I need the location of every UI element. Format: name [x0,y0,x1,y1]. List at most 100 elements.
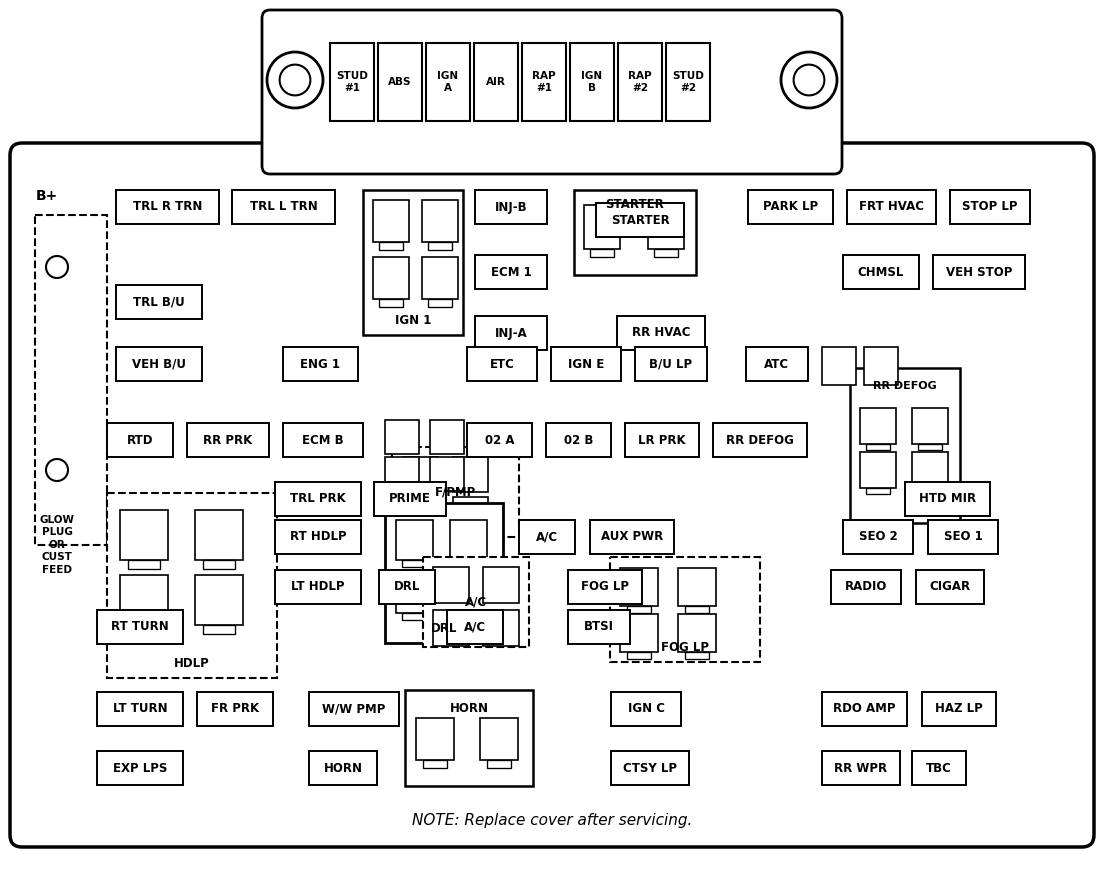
Text: A/C: A/C [465,595,487,608]
Bar [574,190,696,275]
Bar [611,751,689,785]
Text: STOP LP: STOP LP [963,201,1018,214]
Bar [429,420,464,454]
Text: ENG 1: ENG 1 [300,358,340,370]
Bar [867,488,890,494]
Bar [416,718,454,760]
Text: 02 A: 02 A [485,434,514,446]
Text: RR DEFOG: RR DEFOG [726,434,794,446]
Bar [396,573,433,613]
Text: RT HDLP: RT HDLP [289,531,347,544]
Circle shape [781,52,837,108]
Text: RADIO: RADIO [845,581,888,594]
Text: TRL PRK: TRL PRK [290,492,346,505]
Bar [428,242,452,250]
Text: A/C: A/C [464,621,486,634]
Bar [403,497,438,532]
Bar [97,692,183,726]
Bar [567,570,643,604]
Text: RR WPR: RR WPR [835,761,888,774]
Bar [453,497,488,532]
Bar [570,43,614,121]
Bar [378,43,422,121]
Bar [429,457,464,491]
Bar [433,610,469,646]
Text: ECM 1: ECM 1 [490,265,531,278]
Bar [713,423,807,457]
Bar [951,190,1030,224]
Bar [187,423,269,457]
Bar [843,255,919,289]
Bar [567,610,630,644]
Text: ABS: ABS [389,77,412,87]
Text: RT TURN: RT TURN [112,621,169,634]
Text: NOTE: Replace cover after servicing.: NOTE: Replace cover after servicing. [412,813,692,828]
Text: GLOW
PLUG
OR
CUST
FEED: GLOW PLUG OR CUST FEED [40,515,74,574]
Bar [380,242,403,250]
Text: RR PRK: RR PRK [203,434,253,446]
Bar [584,205,620,249]
Text: TBC: TBC [926,761,952,774]
Bar [403,613,426,620]
Text: FOG LP: FOG LP [661,641,709,654]
Bar [433,567,469,603]
Bar [627,652,651,659]
Bar [423,557,529,647]
Bar [522,43,566,121]
Text: FR PRK: FR PRK [211,703,259,716]
Bar [447,610,503,644]
Bar [107,493,277,678]
Text: B/U LP: B/U LP [649,358,692,370]
Text: HORN: HORN [449,702,488,714]
Bar [392,447,519,537]
Bar [480,718,518,760]
Bar [847,190,936,224]
Bar [120,575,168,625]
Bar [116,285,202,319]
Bar [128,560,160,569]
Bar [456,560,480,567]
Bar [678,568,716,606]
Text: SEO 1: SEO 1 [944,531,983,544]
Bar [309,692,399,726]
Bar [467,423,532,457]
Circle shape [46,256,68,278]
Bar [423,760,447,767]
Bar [116,190,219,224]
Bar [620,614,658,652]
Bar [120,510,168,560]
Bar [922,692,996,726]
Text: INJ-A: INJ-A [495,327,528,340]
Bar [374,482,446,516]
Bar [275,482,361,516]
Bar [822,347,856,385]
Text: STUD
#2: STUD #2 [672,72,704,93]
Text: HAZ LP: HAZ LP [935,703,983,716]
Bar [396,520,433,560]
Text: PARK LP: PARK LP [763,201,818,214]
Text: LR PRK: LR PRK [638,434,686,446]
Circle shape [794,65,825,95]
Text: IGN 1: IGN 1 [395,314,432,327]
Bar [749,190,834,224]
Text: FOG LP: FOG LP [581,581,629,594]
Bar [519,520,575,554]
Text: PRIME: PRIME [389,492,431,505]
Bar [919,444,942,450]
Text: TRL R TRN: TRL R TRN [132,201,202,214]
Text: IGN
A: IGN A [437,72,458,93]
Text: B+: B+ [35,189,59,203]
Bar [484,610,519,646]
Text: CHMSL: CHMSL [858,265,904,278]
Text: IGN
B: IGN B [582,72,603,93]
Circle shape [46,459,68,481]
Text: RTD: RTD [127,434,153,446]
Bar [620,568,658,606]
Bar [551,347,620,381]
FancyBboxPatch shape [262,10,842,174]
Bar [35,215,107,545]
Bar [591,249,614,257]
Bar [330,43,374,121]
Text: W/W PMP: W/W PMP [322,703,385,716]
Bar [363,190,463,335]
